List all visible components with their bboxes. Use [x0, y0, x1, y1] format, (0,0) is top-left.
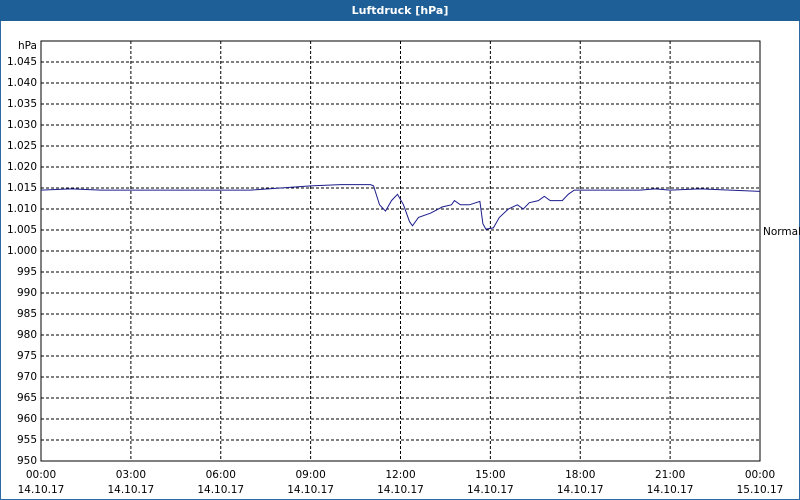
x-tick-label: 03:00 [116, 469, 146, 481]
x-tick-label: 12:00 [385, 469, 415, 481]
y-tick-label: 960 [17, 413, 37, 425]
x-tick-date: 14.10.17 [557, 484, 604, 496]
y-tick-label: 990 [17, 287, 37, 299]
y-tick-label: 1.040 [7, 77, 37, 89]
y-tick-label: 1.010 [7, 203, 37, 215]
title-bar [0, 0, 800, 21]
y-tick-label: 955 [17, 434, 37, 446]
annotation: Normal [763, 226, 800, 238]
x-tick-date: 14.10.17 [647, 484, 694, 496]
y-tick-label: 1.015 [7, 182, 37, 194]
x-tick-date: 14.10.17 [287, 484, 334, 496]
x-tick-label: 06:00 [206, 469, 236, 481]
y-tick-label: 1.000 [7, 245, 37, 257]
y-tick-label: 985 [17, 308, 37, 320]
y-tick-label: 950 [17, 455, 37, 467]
y-tick-label: 1.045 [7, 56, 37, 68]
x-tick-label: 18:00 [565, 469, 595, 481]
x-tick-date: 14.10.17 [377, 484, 424, 496]
x-tick-label: 00:00 [26, 469, 56, 481]
y-tick-label: 1.005 [7, 224, 37, 236]
y-axis-label: hPa [18, 40, 37, 52]
x-tick-date: 14.10.17 [18, 484, 65, 496]
y-tick-label: 995 [17, 266, 37, 278]
y-tick-label: 1.025 [7, 140, 37, 152]
y-tick-label: 1.035 [7, 98, 37, 110]
y-tick-label: 980 [17, 329, 37, 341]
x-tick-label: 09:00 [295, 469, 325, 481]
x-tick-date: 14.10.17 [107, 484, 154, 496]
x-tick-label: 15:00 [475, 469, 505, 481]
y-tick-label: 965 [17, 392, 37, 404]
data-line [40, 184, 761, 230]
x-tick-label: 00:00 [745, 469, 775, 481]
y-tick-label: 1.020 [7, 161, 37, 173]
x-tick-date: 14.10.17 [467, 484, 514, 496]
chart-title: Luftdruck [hPa] [352, 4, 449, 17]
y-tick-label: 970 [17, 371, 37, 383]
x-tick-label: 21:00 [655, 469, 685, 481]
plot-frame [40, 40, 761, 462]
y-tick-label: 975 [17, 350, 37, 362]
x-tick-date: 14.10.17 [197, 484, 244, 496]
y-tick-label: 1.030 [7, 119, 37, 131]
x-tick-date: 15.10.17 [737, 484, 784, 496]
